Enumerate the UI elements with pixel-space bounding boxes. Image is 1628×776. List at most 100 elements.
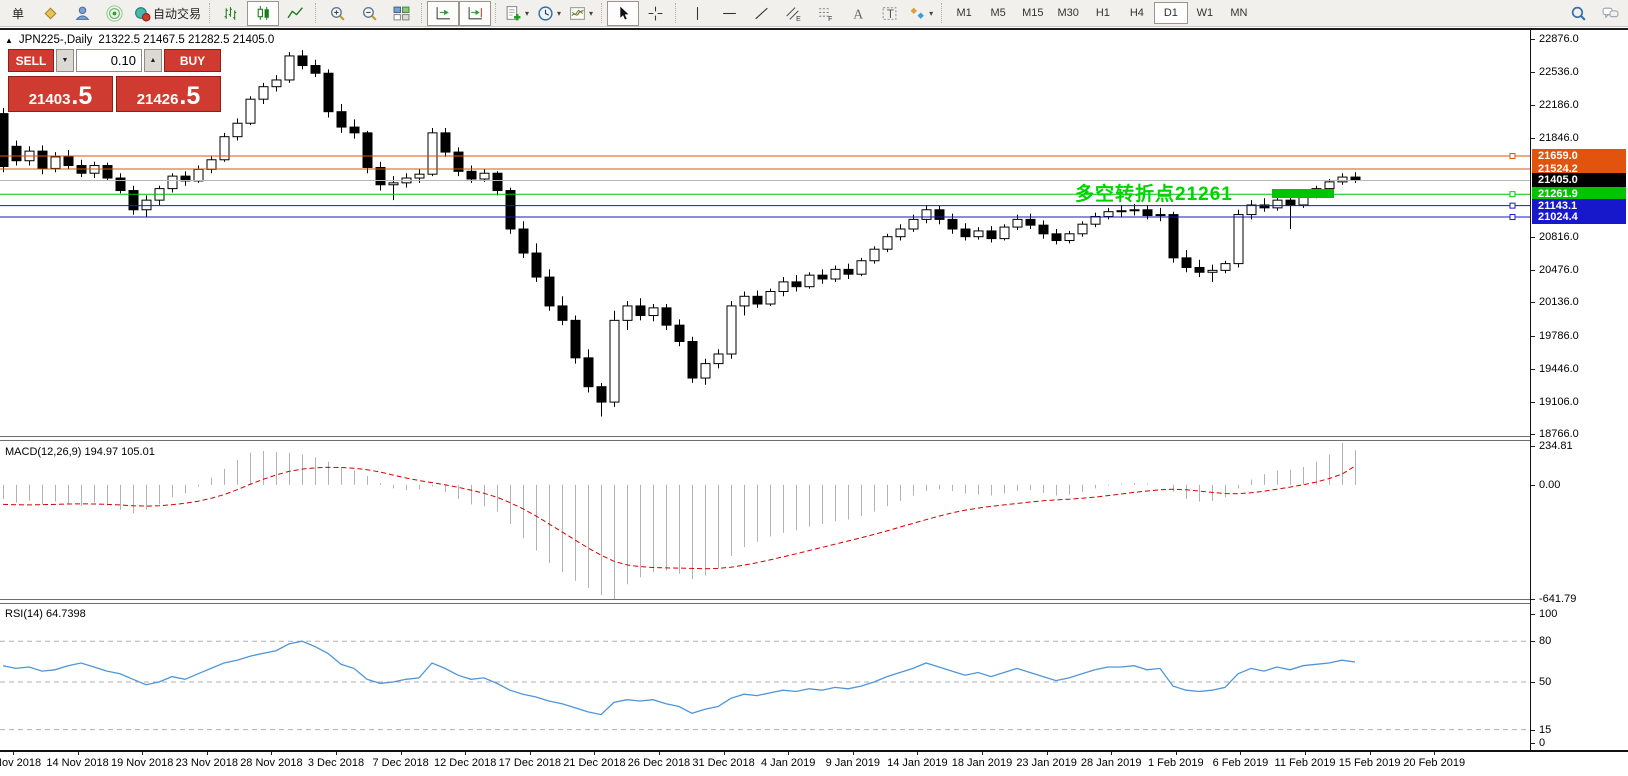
price-tick: 20136.0 xyxy=(1539,296,1579,309)
tick-mark xyxy=(1531,682,1535,683)
tick-mark xyxy=(1531,237,1535,239)
date-label: 15 Feb 2019 xyxy=(1338,757,1401,769)
autotrading-button[interactable]: 自动交易 xyxy=(130,1,205,26)
line-handle[interactable] xyxy=(1509,214,1516,221)
search-button[interactable] xyxy=(1562,1,1594,26)
buy-price-button[interactable]: 21426 .5 xyxy=(116,76,221,112)
date-label: 23 Jan 2019 xyxy=(1016,757,1077,769)
svg-text:E: E xyxy=(796,15,801,21)
date-label: 6 Feb 2019 xyxy=(1212,757,1269,769)
price-tick: 18766.0 xyxy=(1539,428,1579,441)
timeframe-mn-button[interactable]: MN xyxy=(1230,7,1248,19)
sell-price: 21403 xyxy=(28,91,71,108)
date-label: 9 Nov 2018 xyxy=(0,757,42,769)
tick-mark xyxy=(723,752,725,755)
trendline-button[interactable] xyxy=(745,1,777,26)
timeframe-h4-button[interactable]: H4 xyxy=(1129,7,1144,19)
line-handle[interactable] xyxy=(1509,153,1516,160)
top-toolbar: 单 自动交易 ▾ ▾ ▾ E F A T ▾ M1 M5 M15 M30 H1 H4 D1 W1 MN xyxy=(0,0,1628,27)
equidistant-channel-button[interactable]: E xyxy=(777,1,809,26)
tick-mark xyxy=(1531,105,1535,107)
tick-mark xyxy=(336,752,337,755)
chartshift-icon xyxy=(468,6,482,19)
date-label: 28 Nov 2018 xyxy=(240,757,303,769)
sell-button[interactable]: SELL xyxy=(8,49,54,72)
macd-signal-line xyxy=(2,465,1356,570)
candlestick-chart-button[interactable] xyxy=(247,0,280,26)
new-order-button[interactable]: 单 xyxy=(2,1,34,26)
chart-shift-button[interactable] xyxy=(459,0,492,26)
chat-icon xyxy=(1602,7,1618,19)
tick-mark xyxy=(1434,752,1436,755)
price-tick: 22876.0 xyxy=(1539,33,1579,45)
tick-mark xyxy=(142,752,144,755)
text-button[interactable]: A xyxy=(841,1,873,26)
price-level-label: 21024.4 xyxy=(1532,210,1626,225)
timeframe-m30-button[interactable]: M30 xyxy=(1057,7,1079,19)
crosshair-button[interactable] xyxy=(639,1,671,26)
vertical-line-button[interactable] xyxy=(681,1,713,26)
cursor-button[interactable] xyxy=(607,0,640,26)
chart-gem-icon-button[interactable] xyxy=(34,1,66,26)
line-handle[interactable] xyxy=(1509,191,1516,198)
community-icon-button[interactable] xyxy=(66,1,98,26)
sell-price-button[interactable]: 21403 .5 xyxy=(8,76,113,112)
tick-mark xyxy=(594,752,596,755)
bar-chart-button[interactable] xyxy=(215,1,247,26)
rsi-tick: 100 xyxy=(1539,608,1558,620)
volume-decrease-button[interactable]: ▼ xyxy=(56,49,74,72)
tick-mark xyxy=(1531,368,1535,370)
timeframe-w1-button[interactable]: W1 xyxy=(1196,7,1214,19)
tick-mark xyxy=(1531,269,1535,271)
price-tick: 20816.0 xyxy=(1539,231,1579,244)
templates-button[interactable]: ▾ xyxy=(565,1,597,26)
chart-title: ▲ JPN225-,Daily 21322.5 21467.5 21282.5 … xyxy=(5,34,274,46)
channel-icon: E xyxy=(785,6,801,22)
zoom-out-button[interactable] xyxy=(353,1,385,26)
sell-price-pips: .5 xyxy=(71,82,93,110)
highlight-rectangle[interactable] xyxy=(1272,189,1334,198)
panel-divider[interactable] xyxy=(0,436,1628,441)
volume-input[interactable] xyxy=(76,49,142,72)
horizontal-line-button[interactable] xyxy=(713,1,745,26)
timeframe-h1-button[interactable]: H1 xyxy=(1095,7,1110,19)
tick-mark xyxy=(1531,598,1535,600)
tick-mark xyxy=(1531,641,1535,643)
tick-mark xyxy=(852,752,854,755)
date-label: 1 Feb 2019 xyxy=(1147,757,1204,769)
text-label-button[interactable]: T xyxy=(873,1,905,26)
buy-button[interactable]: BUY xyxy=(164,49,221,72)
rsi-tick: 80 xyxy=(1539,635,1552,648)
timeframe-d1-button[interactable]: D1 xyxy=(1153,2,1188,24)
date-label: 14 Jan 2019 xyxy=(887,757,948,769)
crosshair-icon xyxy=(648,6,662,20)
macd-tick: 234.81 xyxy=(1539,440,1573,452)
macd-chart xyxy=(2,443,1356,599)
line-chart-button[interactable] xyxy=(279,1,311,26)
panel-collapse-icon[interactable]: ▲ xyxy=(5,35,13,45)
tick-mark xyxy=(1531,138,1535,140)
price-level-label: 21659.0 xyxy=(1532,149,1626,164)
tile-windows-button[interactable] xyxy=(385,1,417,26)
indicators-button[interactable]: ▾ xyxy=(501,1,533,26)
volume-increase-button[interactable]: ▲ xyxy=(144,49,162,72)
tick-mark xyxy=(1369,752,1371,755)
zoom-in-button[interactable] xyxy=(321,1,353,26)
text-a-icon: A xyxy=(853,6,863,21)
line-handle[interactable] xyxy=(1509,202,1516,209)
chart-symbol-period: JPN225-,Daily xyxy=(18,34,93,46)
auto-scroll-button[interactable] xyxy=(427,0,460,26)
timeframe-m15-button[interactable]: M15 xyxy=(1022,7,1044,19)
date-label: 11 Feb 2019 xyxy=(1274,757,1336,769)
signals-icon-button[interactable] xyxy=(98,1,130,26)
fibonacci-button[interactable]: F xyxy=(809,1,841,26)
svg-text:T: T xyxy=(886,7,893,20)
timeframe-m1-button[interactable]: M1 xyxy=(956,7,972,19)
zoom-in-icon xyxy=(330,6,345,21)
arrows-button[interactable]: ▾ xyxy=(905,1,937,26)
chat-button[interactable] xyxy=(1594,1,1626,26)
panel-divider[interactable] xyxy=(0,599,1628,604)
timeframe-m5-button[interactable]: M5 xyxy=(990,7,1006,19)
signal-icon xyxy=(105,4,123,22)
periods-button[interactable]: ▾ xyxy=(533,1,565,26)
